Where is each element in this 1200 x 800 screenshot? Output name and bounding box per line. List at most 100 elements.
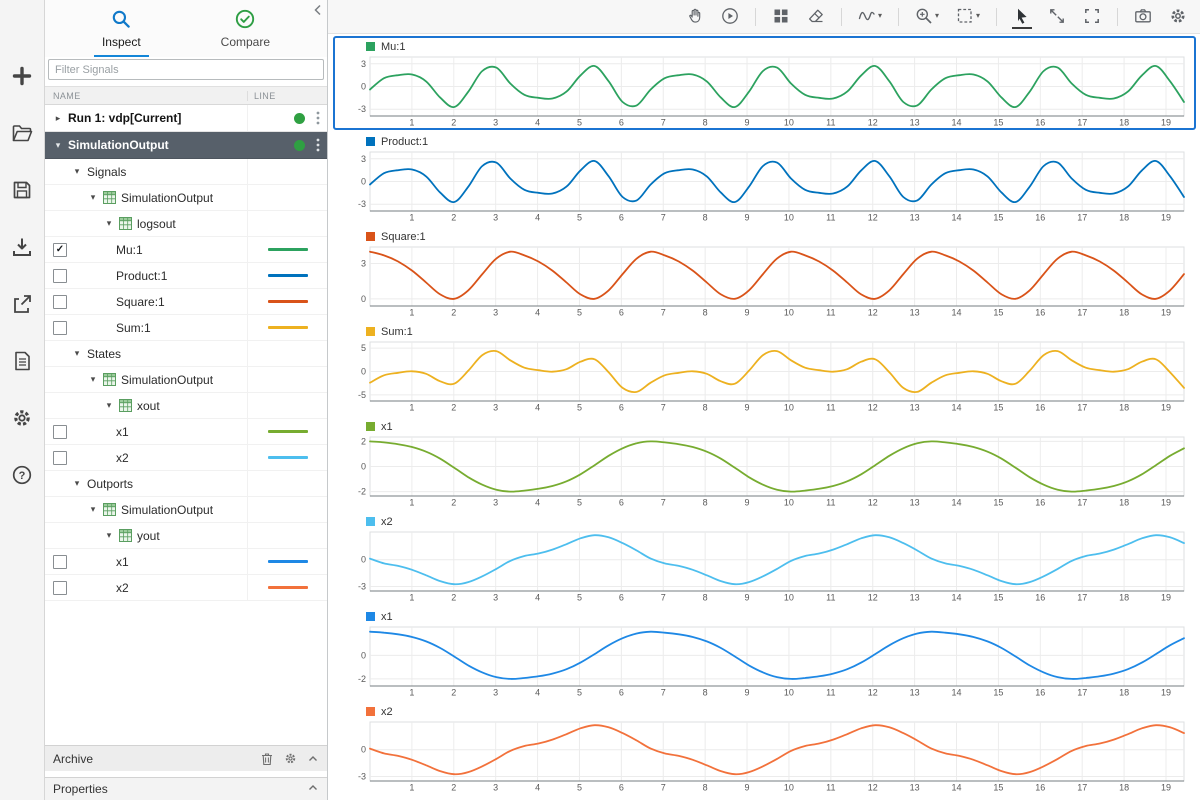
signal-checkbox[interactable] [53, 554, 67, 569]
help-button[interactable]: ? [0, 457, 45, 497]
tree-row-simulationoutput[interactable]: ▾ SimulationOutput [45, 185, 327, 211]
filter-signals-input[interactable] [48, 59, 324, 80]
tree-row-square-1[interactable]: Square:1 [45, 289, 327, 315]
camera-icon[interactable] [1133, 5, 1153, 29]
plot-strip-4-sum-1[interactable]: Sum:1 1 2 3 4 5 6 7 8 9 10 11 12 13 14 15 16 17 18 19 5 0 -5 [333, 321, 1196, 415]
expand-caret-icon[interactable]: ▾ [106, 400, 112, 410]
properties-bar[interactable]: Properties [45, 777, 327, 800]
archive-settings-icon[interactable] [284, 752, 297, 765]
svg-text:15: 15 [993, 783, 1003, 793]
collapse-properties-icon[interactable] [307, 782, 319, 797]
signal-wave-icon[interactable]: ▾ [857, 5, 883, 29]
tree-row-label: Product:1 [116, 268, 168, 283]
row-menu-icon[interactable] [316, 111, 320, 125]
tree-row-xout[interactable]: ▾ xout [45, 393, 327, 419]
signal-checkbox[interactable]: ✓ [53, 242, 67, 257]
zoom-region-icon[interactable]: ▾ [955, 5, 981, 29]
expand-caret-icon[interactable]: ▸ [55, 112, 61, 123]
save-button[interactable] [0, 172, 45, 212]
tree-row-sum-1[interactable]: Sum:1 [45, 315, 327, 341]
tree-row-mu-1[interactable]: ✓ Mu:1 [45, 237, 327, 263]
plot-strip-8-x2[interactable]: x2 1 2 3 4 5 6 7 8 9 10 11 12 13 14 15 16 17 18 19 0 -3 [333, 701, 1196, 795]
signal-checkbox[interactable] [53, 580, 67, 595]
svg-text:4: 4 [535, 593, 540, 603]
left-toolbar: ? [0, 0, 45, 800]
collapse-panel-icon[interactable] [312, 3, 324, 22]
dropdown-caret-icon[interactable]: ▾ [934, 11, 939, 20]
signal-checkbox[interactable] [53, 320, 67, 335]
tree-row-simulationoutput[interactable]: ▾ SimulationOutput [45, 497, 327, 523]
svg-text:14: 14 [952, 688, 962, 698]
replay-icon[interactable] [720, 5, 740, 29]
expand-caret-icon[interactable]: ▾ [55, 139, 61, 150]
signal-checkbox[interactable] [53, 268, 67, 283]
tree-row-states[interactable]: ▾ States [45, 341, 327, 367]
fit-view-icon[interactable] [1047, 5, 1067, 29]
tab-compare[interactable]: Compare [213, 7, 278, 57]
settings-button[interactable] [0, 400, 45, 440]
dropdown-caret-icon[interactable]: ▾ [975, 11, 980, 20]
plot-strip-7-x1[interactable]: x1 1 2 3 4 5 6 7 8 9 10 11 12 13 14 15 16 17 18 19 0 -2 [333, 606, 1196, 700]
tree-row-run-1-vdp-current-[interactable]: ▸ Run 1: vdp[Current] [45, 105, 327, 132]
expand-caret-icon[interactable]: ▾ [90, 374, 96, 384]
plot-axes[interactable]: 1 2 3 4 5 6 7 8 9 10 11 12 13 14 15 16 17 18 190-2 [337, 625, 1189, 698]
tree-row-x2[interactable]: x2 [45, 575, 327, 601]
tree-row-product-1[interactable]: Product:1 [45, 263, 327, 289]
tree-row-yout[interactable]: ▾ yout [45, 523, 327, 549]
layout-grid-icon[interactable] [771, 5, 791, 29]
trash-icon[interactable] [260, 752, 274, 766]
tree-row-signals[interactable]: ▾ Signals [45, 159, 327, 185]
tree-row-simulationoutput[interactable]: ▾ SimulationOutput [45, 367, 327, 393]
expand-caret-icon[interactable]: ▾ [74, 478, 80, 488]
expand-caret-icon[interactable]: ▾ [74, 166, 80, 176]
tree-row-x1[interactable]: x1 [45, 549, 327, 575]
signal-checkbox[interactable] [53, 294, 67, 309]
add-button[interactable] [0, 58, 45, 98]
archive-bar[interactable]: Archive [45, 745, 327, 771]
svg-text:6: 6 [619, 213, 624, 223]
expand-caret-icon[interactable]: ▾ [90, 192, 96, 202]
plot-axes[interactable]: 1 2 3 4 5 6 7 8 9 10 11 12 13 14 15 16 17 18 190-3 [337, 720, 1189, 793]
tree-row-simulationoutput[interactable]: ▾ SimulationOutput [45, 132, 327, 159]
signal-checkbox[interactable] [53, 424, 67, 439]
open-folder-button[interactable] [0, 115, 45, 155]
tree-row-x1[interactable]: x1 [45, 419, 327, 445]
eraser-icon[interactable] [806, 5, 826, 29]
signal-checkbox[interactable] [53, 450, 67, 465]
gear-icon[interactable] [1168, 5, 1188, 29]
collapse-archive-icon[interactable] [307, 753, 319, 765]
export-button[interactable] [0, 286, 45, 326]
zoom-in-icon[interactable]: ▾ [914, 5, 940, 29]
expand-caret-icon[interactable]: ▾ [90, 504, 96, 514]
filter-box [48, 59, 324, 80]
row-menu-icon[interactable] [316, 138, 320, 152]
expand-caret-icon[interactable]: ▾ [106, 530, 112, 540]
svg-text:3: 3 [361, 259, 366, 269]
svg-text:16: 16 [1035, 403, 1045, 413]
tab-inspect[interactable]: Inspect [93, 7, 149, 57]
tree-row-logsout[interactable]: ▾ logsout [45, 211, 327, 237]
pan-hand-icon[interactable] [685, 5, 705, 29]
plot-strip-2-product-1[interactable]: Product:1 1 2 3 4 5 6 7 8 9 10 11 12 13 14 15 16 17 18 19 3 0… [333, 131, 1196, 225]
svg-text:8: 8 [703, 118, 708, 128]
expand-caret-icon[interactable]: ▾ [106, 218, 112, 228]
dropdown-caret-icon[interactable]: ▾ [877, 11, 882, 20]
plot-strip-3-square-1[interactable]: Square:1 1 2 3 4 5 6 7 8 9 10 11 12 13 14 15 16 17 18 19 3 0 [333, 226, 1196, 320]
expand-caret-icon[interactable]: ▾ [74, 348, 80, 358]
plot-strip-1-mu-1[interactable]: Mu:1 1 2 3 4 5 6 7 8 9 10 11 12 13 14 15 16 17 18 19 3 0 -3 [333, 36, 1196, 130]
tree-row-x2[interactable]: x2 [45, 445, 327, 471]
plot-strip-6-x2[interactable]: x2 1 2 3 4 5 6 7 8 9 10 11 12 13 14 15 16 17 18 19 0 -3 [333, 511, 1196, 605]
plot-axes[interactable]: 1 2 3 4 5 6 7 8 9 10 11 12 13 14 15 16 17 18 190-3 [337, 530, 1189, 603]
import-button[interactable] [0, 229, 45, 269]
fullscreen-icon[interactable] [1082, 5, 1102, 29]
report-button[interactable] [0, 343, 45, 383]
line-column-cell [247, 289, 327, 314]
pointer-icon[interactable] [1012, 5, 1032, 29]
tree-row-outports[interactable]: ▾ Outports [45, 471, 327, 497]
plot-strip-5-x1[interactable]: x1 1 2 3 4 5 6 7 8 9 10 11 12 13 14 15 16 17 18 19 2 0 -2 [333, 416, 1196, 510]
